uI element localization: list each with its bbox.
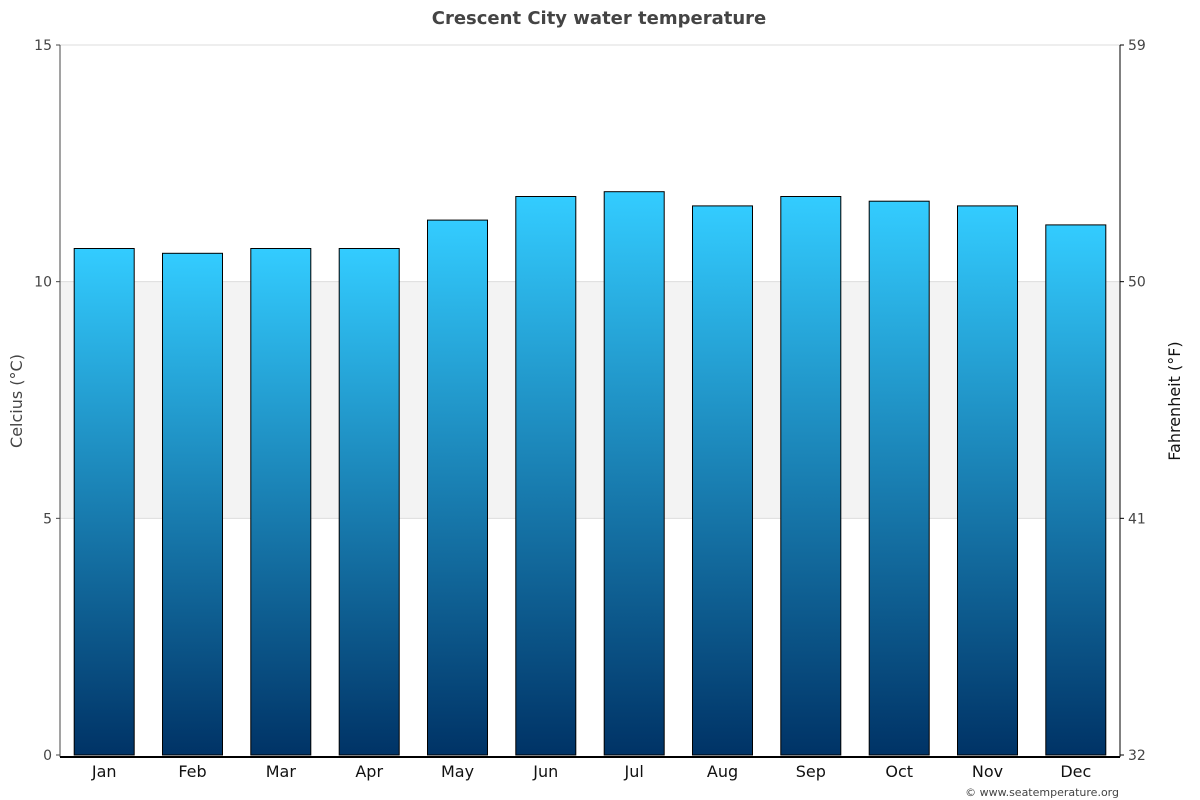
x-tick-label-nov: Nov [972, 762, 1003, 781]
bar-dec [1045, 224, 1107, 756]
bar-may [427, 219, 488, 756]
y-tick-label-right: 59 [1128, 38, 1146, 54]
x-tick-label-sep: Sep [796, 762, 826, 781]
x-tick-label-mar: Mar [266, 762, 297, 781]
chart-title: Crescent City water temperature [432, 8, 766, 29]
x-tick-label-jun: Jun [532, 762, 558, 781]
bar-oct [868, 200, 930, 756]
y-tick-label-left: 10 [34, 275, 52, 291]
y-tick-label-right: 41 [1128, 511, 1146, 527]
x-tick-label-dec: Dec [1060, 762, 1091, 781]
x-tick-label-may: May [441, 762, 474, 781]
y-tick-label-left: 15 [34, 38, 52, 54]
bar-mar [250, 248, 312, 756]
x-tick-label-jan: Jan [91, 762, 117, 781]
bar-jul [603, 191, 665, 756]
x-tick-label-apr: Apr [355, 762, 383, 781]
bar-jan [73, 248, 135, 756]
bar-jun [515, 196, 577, 756]
bar-aug [692, 205, 753, 756]
tick-labels: 0 5 10 15 32 41 50 59 Jan Feb Mar Apr May Jun Jul Aug Se… [34, 38, 1146, 781]
y-tick-label-right: 50 [1128, 275, 1146, 291]
y-tick-label-right: 32 [1128, 748, 1146, 764]
x-tick-label-oct: Oct [885, 762, 913, 781]
bars [73, 191, 1107, 756]
bar-sep [780, 196, 842, 756]
bar-feb [162, 252, 223, 756]
bar-apr [338, 248, 400, 756]
y-tick-label-left: 0 [43, 748, 52, 764]
credit-text: © www.seatemperature.org [965, 786, 1119, 799]
bar-nov [957, 205, 1018, 756]
background-band [60, 281, 1120, 519]
x-tick-label-aug: Aug [707, 762, 738, 781]
x-tick-label-jul: Jul [624, 762, 644, 781]
axes [59, 45, 1121, 758]
gridlines [60, 44, 1120, 519]
y-axis-label-right: Fahrenheit (°F) [1165, 341, 1184, 460]
x-tick-label-feb: Feb [178, 762, 206, 781]
y-axis-label-left: Celcius (°C) [7, 354, 26, 448]
y-tick-label-left: 5 [43, 511, 52, 527]
